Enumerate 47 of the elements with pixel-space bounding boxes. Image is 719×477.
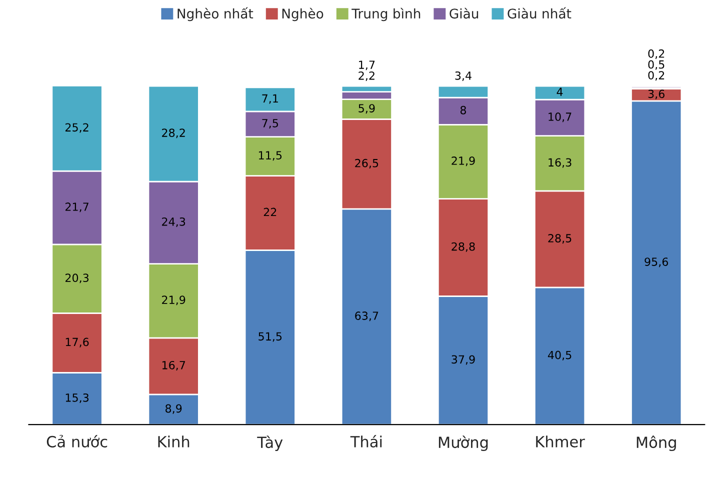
x-tick-label: Cả nước (46, 434, 108, 448)
data-label: 15,3 (66, 393, 89, 403)
data-label: 40,5 (548, 350, 572, 360)
data-label: 3,4 (455, 71, 472, 81)
data-label: 1,7 (359, 60, 375, 70)
data-label: 7,5 (262, 119, 278, 128)
data-label: 28,8 (452, 242, 475, 252)
data-label: 63,7 (355, 312, 378, 322)
x-tick-label: Tày (257, 436, 283, 452)
x-tick-label: Mường (438, 436, 488, 452)
data-label: 8 (460, 106, 466, 114)
data-label: 28,2 (162, 128, 185, 138)
x-tick-label: Kinh (158, 436, 190, 448)
data-label: 21,9 (162, 296, 186, 306)
data-label: 7,1 (262, 94, 278, 104)
legend-label: Giàu nhất (508, 7, 572, 19)
data-label: 21,7 (65, 202, 88, 212)
data-label: 2,2 (358, 71, 374, 81)
data-label: 21,9 (452, 156, 475, 166)
legend-label: Giàu (450, 8, 478, 19)
data-label: 95,6 (644, 258, 668, 268)
data-label: 51,5 (258, 332, 282, 342)
data-label: 25,2 (65, 123, 88, 133)
data-label: 3,6 (648, 90, 664, 100)
data-label: 17,6 (66, 338, 89, 348)
data-label: 8,9 (166, 404, 182, 414)
x-tick-label: Thái (350, 435, 382, 448)
data-label: 24,3 (162, 217, 186, 227)
data-label: 0,2 (648, 49, 664, 59)
legend-label: Trung bình (352, 8, 420, 22)
data-label: 22 (264, 208, 276, 216)
data-label: 26,5 (355, 158, 378, 168)
legend-label: Nghèo (282, 8, 324, 22)
data-label: 5,9 (358, 104, 375, 114)
data-label: 0,2 (648, 71, 664, 81)
data-label: 0,5 (648, 60, 664, 70)
legend-label: Nghèo nhất (178, 7, 254, 22)
data-label: 11,5 (258, 151, 282, 161)
data-label: 10,7 (548, 112, 572, 122)
data-label: 20,3 (65, 274, 89, 284)
x-tick-label: Khmer (536, 436, 585, 448)
x-tick-label: Mông (636, 436, 676, 452)
data-label: 16,7 (162, 360, 186, 370)
data-label: 28,5 (548, 234, 572, 244)
data-label: 16,3 (548, 158, 572, 168)
data-label: 4 (556, 88, 563, 96)
data-label: 37,9 (452, 355, 475, 365)
